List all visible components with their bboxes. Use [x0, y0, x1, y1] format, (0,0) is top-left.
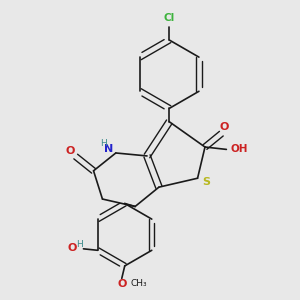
Text: O: O — [68, 243, 77, 253]
Text: O: O — [66, 146, 75, 156]
Text: CH₃: CH₃ — [131, 279, 147, 288]
Text: O: O — [117, 279, 127, 289]
Text: N: N — [104, 143, 113, 154]
Text: H: H — [76, 240, 83, 249]
Text: H: H — [100, 139, 107, 148]
Text: Cl: Cl — [164, 13, 175, 23]
Text: S: S — [202, 177, 210, 187]
Text: O: O — [219, 122, 228, 132]
Text: OH: OH — [230, 144, 247, 154]
